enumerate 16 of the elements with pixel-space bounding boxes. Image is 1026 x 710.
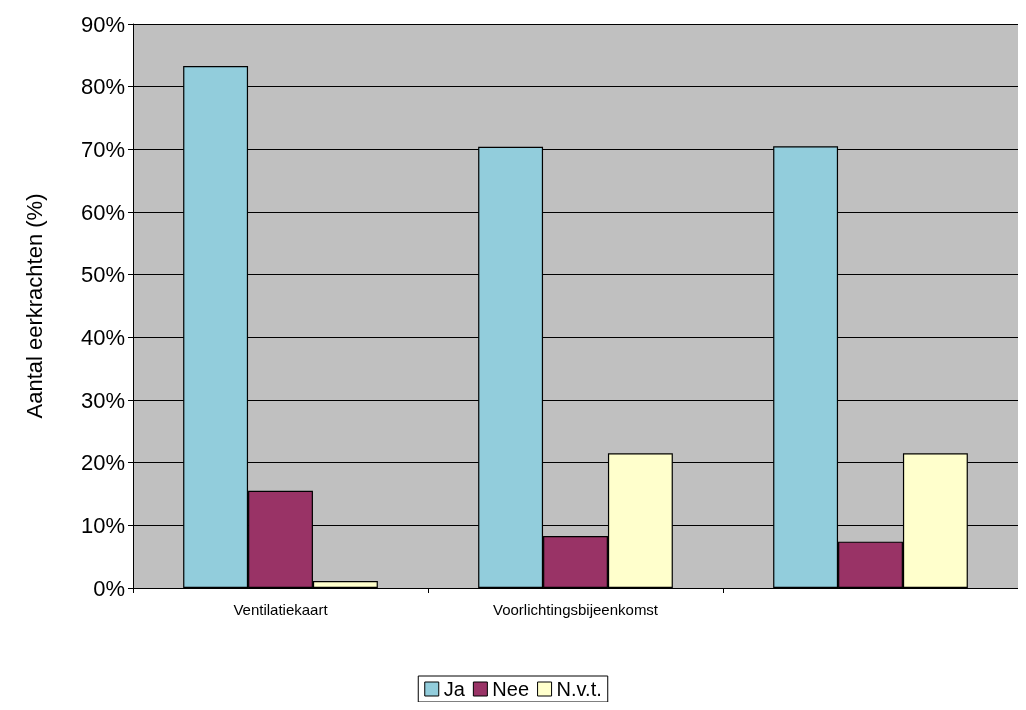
y-tick-label: 70% bbox=[80, 136, 125, 162]
y-tick-label: 60% bbox=[80, 199, 125, 225]
legend-label: Nee bbox=[492, 678, 530, 700]
y-tick-label: 30% bbox=[80, 387, 125, 413]
y-tick-label: 50% bbox=[80, 262, 125, 288]
y-tick-label: 0% bbox=[93, 575, 125, 601]
y-axis-title: Aantal eerkrachten (%) bbox=[21, 193, 47, 419]
y-tick-label: 90% bbox=[80, 11, 125, 37]
legend-label: N.v.t. bbox=[556, 678, 602, 700]
x-tick-label: Voorlichtingsbijeenkomst bbox=[492, 601, 659, 618]
y-tick-label: 40% bbox=[80, 324, 125, 350]
legend-label: Ja bbox=[443, 678, 466, 700]
y-tick-label: 80% bbox=[80, 74, 125, 100]
y-tick-label: 20% bbox=[80, 450, 125, 476]
y-tick-label: 10% bbox=[80, 512, 125, 538]
x-tick-label: Ventilatiekaart bbox=[233, 601, 329, 618]
